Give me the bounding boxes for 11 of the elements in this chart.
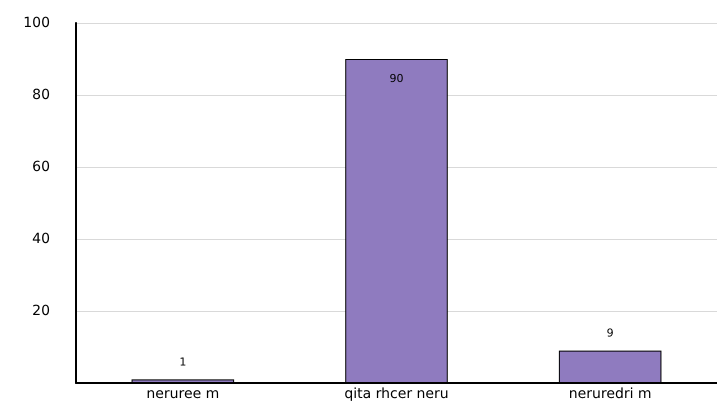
x-tick-label: neruredri m (568, 386, 652, 402)
x-tick-label: neruree m (146, 386, 220, 402)
data-label: 90 (390, 72, 404, 85)
y-tick-label: 20 (32, 303, 50, 319)
y-tick-label: 80 (32, 87, 50, 103)
y-tick-label: 60 (32, 159, 50, 175)
data-label: 1 (179, 355, 186, 368)
y-tick-label: 100 (23, 15, 50, 31)
data-label: 9 (606, 326, 614, 340)
x-tick-label: qita rhcer neru (344, 386, 449, 402)
y-tick-label: 40 (32, 231, 50, 247)
